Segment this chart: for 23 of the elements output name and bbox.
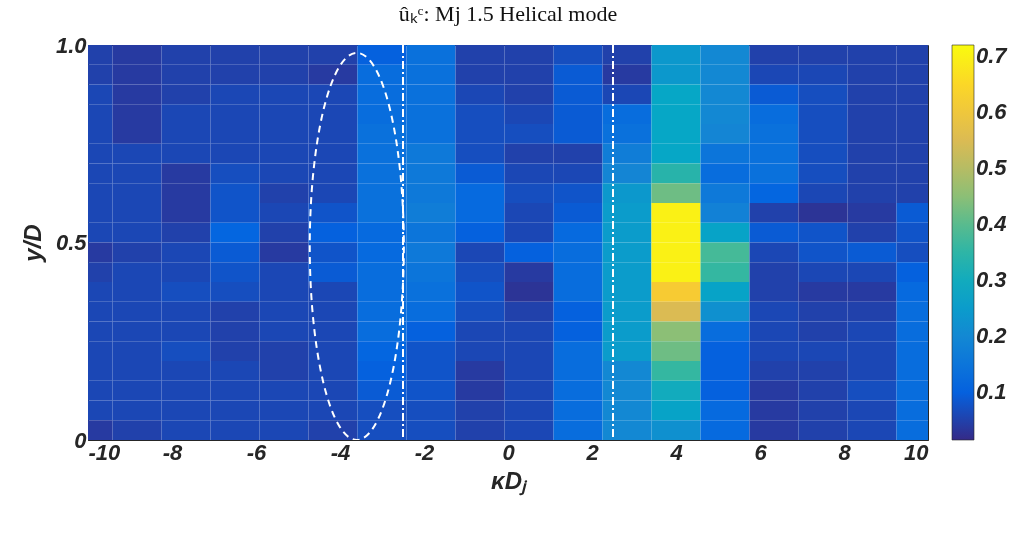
y-tick-label: 1.0: [55, 32, 88, 58]
color-bar-label: 0.4: [976, 211, 1007, 237]
x-axis-title: κDⱼ: [491, 466, 528, 496]
x-tick-label: 2: [585, 439, 600, 465]
x-tick-label: 0: [502, 439, 516, 465]
x-tick-label: 4: [669, 439, 683, 465]
x-tick-label: -10: [88, 439, 122, 465]
color-bar-label: 0.2: [976, 323, 1008, 349]
color-bar-label: 0.5: [976, 155, 1008, 181]
chart-title: ûₖᶜ: Mj 1.5 Helical mode: [398, 1, 618, 26]
x-tick-label: 6: [754, 439, 768, 465]
x-tick-label: -6: [246, 439, 268, 465]
color-bar-label: 0.7: [976, 43, 1009, 69]
y-tick-label: 0.5: [55, 230, 88, 255]
x-tick-label: -8: [162, 439, 184, 465]
x-tick-label: 8: [838, 439, 852, 465]
color-bar-label: 0.3: [976, 267, 1007, 293]
x-tick-label: -4: [330, 439, 351, 465]
color-bar-label: 0.6: [976, 99, 1008, 125]
y-axis-title: y/D: [18, 224, 46, 263]
color-bar-label: 0.1: [976, 379, 1007, 405]
x-tick-label: -2: [414, 439, 436, 465]
x-tick-label: 10: [904, 439, 930, 465]
